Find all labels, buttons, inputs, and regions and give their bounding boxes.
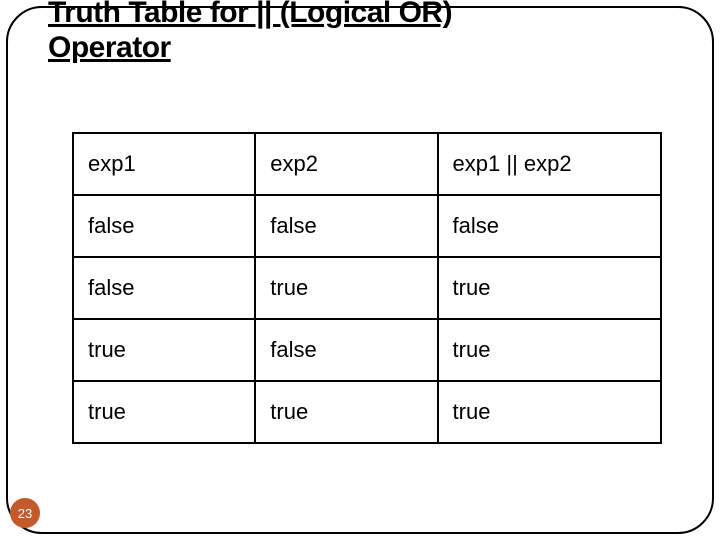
table-header-row: exp1 exp2 exp1 || exp2 xyxy=(73,133,661,195)
table-cell: false xyxy=(73,195,255,257)
table-cell: true xyxy=(73,319,255,381)
table-cell: false xyxy=(438,195,661,257)
page-title: Truth Table for || (Logical OR) Operator xyxy=(48,0,452,65)
table-cell: true xyxy=(73,381,255,443)
col-header: exp1 || exp2 xyxy=(438,133,661,195)
table-cell: false xyxy=(73,257,255,319)
table-cell: false xyxy=(255,195,437,257)
table-cell: true xyxy=(438,319,661,381)
page-number-badge: 23 xyxy=(10,498,40,528)
table-row: true false true xyxy=(73,319,661,381)
page-number: 23 xyxy=(18,506,32,521)
title-line-1: Truth Table for || (Logical OR) xyxy=(48,0,452,29)
title-line-2: Operator xyxy=(48,31,171,64)
table-cell: true xyxy=(255,381,437,443)
table-row: false false false xyxy=(73,195,661,257)
truth-table-container: exp1 exp2 exp1 || exp2 false false false… xyxy=(72,132,662,444)
truth-table: exp1 exp2 exp1 || exp2 false false false… xyxy=(72,132,662,444)
table-row: false true true xyxy=(73,257,661,319)
col-header: exp2 xyxy=(255,133,437,195)
table-cell: true xyxy=(438,381,661,443)
table-cell: true xyxy=(255,257,437,319)
table-cell: true xyxy=(438,257,661,319)
col-header: exp1 xyxy=(73,133,255,195)
table-row: true true true xyxy=(73,381,661,443)
table-cell: false xyxy=(255,319,437,381)
